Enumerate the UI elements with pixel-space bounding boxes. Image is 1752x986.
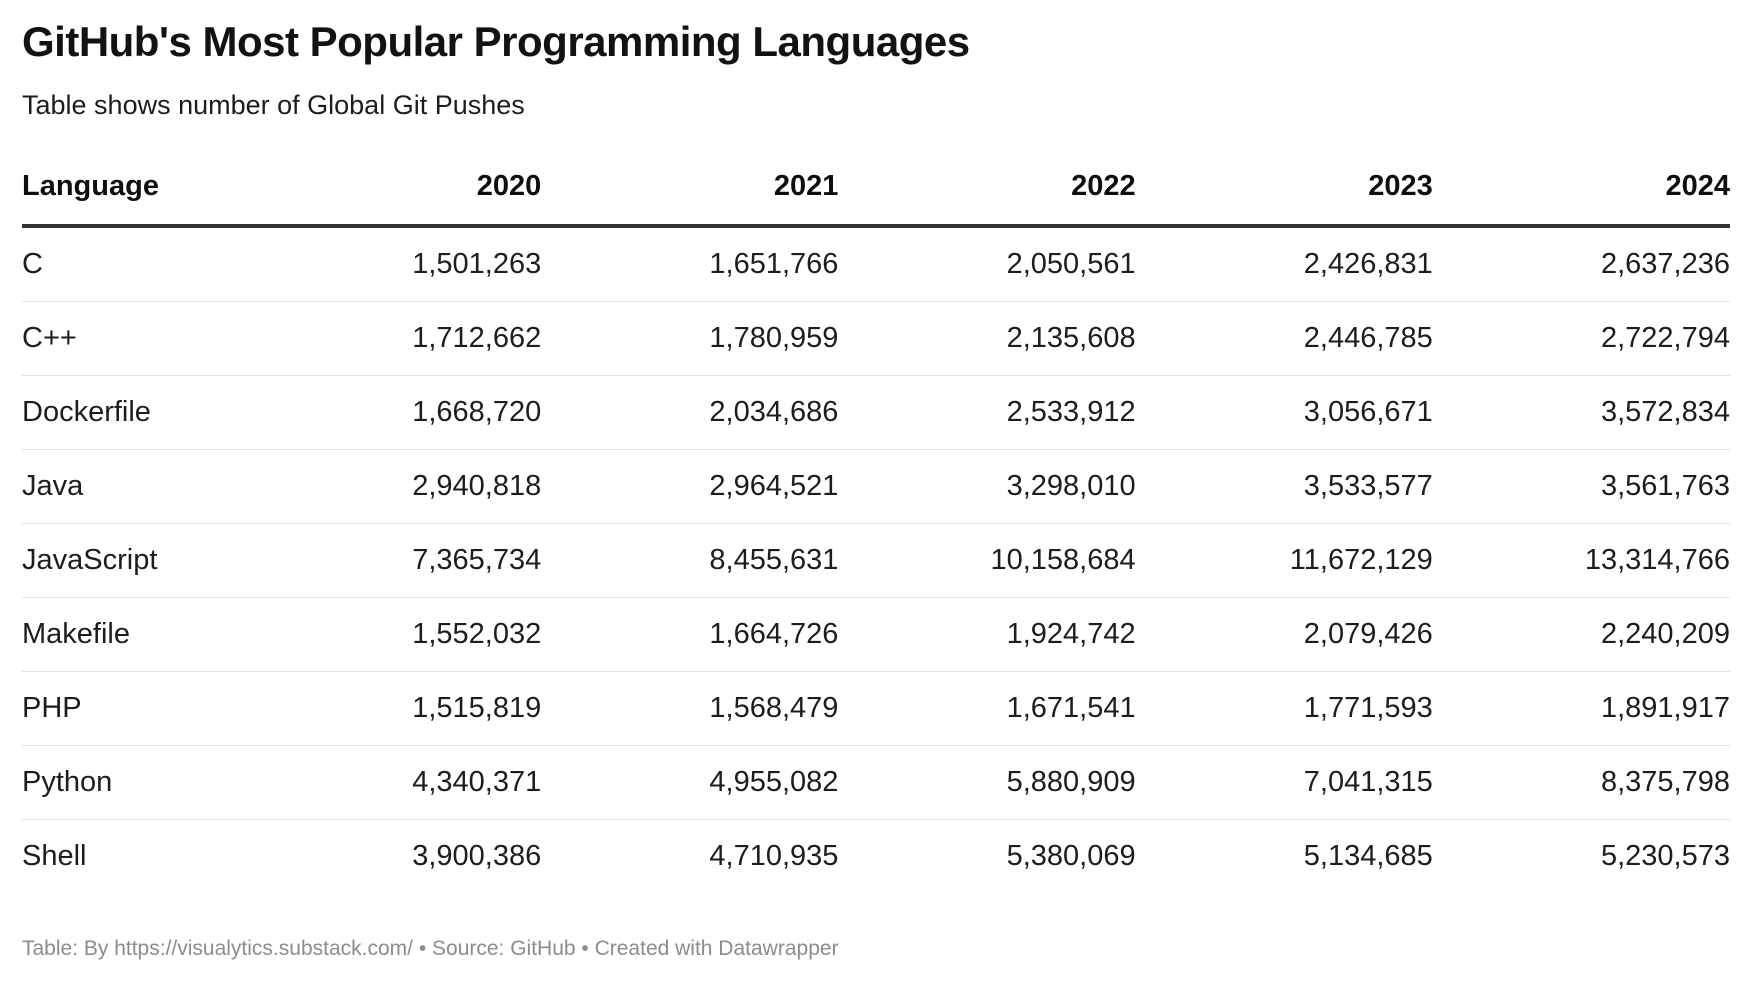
value-cell-2020: 1,552,032	[244, 597, 542, 673]
value-cell-2024: 1,891,917	[1432, 671, 1730, 747]
value-cell-2020: 1,712,662	[244, 301, 542, 377]
value-cell-2022: 2,135,608	[838, 301, 1136, 377]
language-cell: C	[22, 226, 245, 303]
table-row-php: PHP 1,515,819 1,568,479 1,671,541 1,771,…	[22, 671, 1730, 747]
language-cell: PHP	[22, 671, 245, 747]
value-cell-2024: 5,230,573	[1600, 839, 1730, 872]
value-cell-2024: 2,722,794	[1432, 301, 1730, 377]
page-title: GitHub's Most Popular Programming Langua…	[22, 18, 970, 65]
value-cell-2020: 1,501,263	[244, 226, 542, 303]
value-cell-2023: 2,079,426	[1135, 597, 1433, 673]
value-cell-2022: 2,533,912	[838, 375, 1136, 451]
value-cell-2022: 1,671,541	[838, 671, 1136, 747]
value-cell-2020: 3,900,386	[412, 839, 542, 872]
language-cell: Python	[22, 745, 245, 821]
language-cell: Makefile	[22, 597, 245, 673]
value-cell-2022: 10,158,684	[838, 523, 1136, 599]
value-cell-2021: 1,568,479	[541, 671, 839, 747]
language-cell: Shell	[22, 839, 87, 872]
attribution-footer: Table: By https://visualytics.substack.c…	[22, 937, 839, 961]
language-cell: Dockerfile	[22, 375, 245, 451]
value-cell-2024: 8,375,798	[1432, 745, 1730, 821]
table-row-java: Java 2,940,818 2,964,521 3,298,010 3,533…	[22, 449, 1730, 525]
page-subtitle: Table shows number of Global Git Pushes	[22, 90, 525, 121]
value-cell-2023: 3,533,577	[1135, 449, 1433, 525]
value-cell-2020: 7,365,734	[244, 523, 542, 599]
column-header-2022: 2022	[838, 147, 1136, 229]
value-cell-2022: 3,298,010	[838, 449, 1136, 525]
value-cell-2021: 2,034,686	[541, 375, 839, 451]
value-cell-2021: 2,964,521	[541, 449, 839, 525]
value-cell-2023: 11,672,129	[1135, 523, 1433, 599]
value-cell-2022: 5,380,069	[1006, 839, 1136, 872]
language-cell: JavaScript	[22, 523, 245, 599]
value-cell-2021: 8,455,631	[541, 523, 839, 599]
value-cell-2020: 1,515,819	[244, 671, 542, 747]
value-cell-2023: 7,041,315	[1135, 745, 1433, 821]
table-header-row: Language 2020 2021 2022 2023 2024	[22, 147, 1730, 229]
table-body: C 1,501,263 1,651,766 2,050,561 2,426,83…	[22, 226, 1730, 893]
table-row-shell: Shell 3,900,386 4,710,935 5,380,069 5,13…	[22, 820, 1730, 894]
value-cell-2021: 4,710,935	[709, 839, 839, 872]
value-cell-2023: 3,056,671	[1135, 375, 1433, 451]
value-cell-2021: 4,955,082	[541, 745, 839, 821]
value-cell-2022: 5,880,909	[838, 745, 1136, 821]
value-cell-2024: 3,572,834	[1432, 375, 1730, 451]
value-cell-2024: 13,314,766	[1432, 523, 1730, 599]
column-header-language: Language	[22, 147, 245, 229]
table-row-javascript: JavaScript 7,365,734 8,455,631 10,158,68…	[22, 523, 1730, 599]
column-header-2021: 2021	[541, 147, 839, 229]
value-cell-2022: 2,050,561	[838, 226, 1136, 303]
value-cell-2023: 1,771,593	[1135, 671, 1433, 747]
value-cell-2024: 3,561,763	[1432, 449, 1730, 525]
table-row-dockerfile: Dockerfile 1,668,720 2,034,686 2,533,912…	[22, 375, 1730, 451]
git-pushes-table: Language 2020 2021 2022 2023 2024 C 1,50…	[22, 147, 1730, 893]
column-header-2023: 2023	[1135, 147, 1433, 229]
table-row-python: Python 4,340,371 4,955,082 5,880,909 7,0…	[22, 745, 1730, 821]
table-row-makefile: Makefile 1,552,032 1,664,726 1,924,742 2…	[22, 597, 1730, 673]
language-cell: C++	[22, 301, 245, 377]
value-cell-2022: 1,924,742	[838, 597, 1136, 673]
value-cell-2020: 2,940,818	[244, 449, 542, 525]
value-cell-2023: 2,446,785	[1135, 301, 1433, 377]
value-cell-2021: 1,651,766	[541, 226, 839, 303]
value-cell-2023: 2,426,831	[1135, 226, 1433, 303]
table-row-c: C 1,501,263 1,651,766 2,050,561 2,426,83…	[22, 226, 1730, 303]
value-cell-2020: 1,668,720	[244, 375, 542, 451]
value-cell-2020: 4,340,371	[244, 745, 542, 821]
value-cell-2021: 1,664,726	[541, 597, 839, 673]
value-cell-2024: 2,637,236	[1432, 226, 1730, 303]
table-row-cpp: C++ 1,712,662 1,780,959 2,135,608 2,446,…	[22, 301, 1730, 377]
column-header-2024: 2024	[1432, 147, 1730, 229]
table-header: Language 2020 2021 2022 2023 2024	[22, 147, 1730, 229]
value-cell-2021: 1,780,959	[541, 301, 839, 377]
value-cell-2023: 5,134,685	[1303, 839, 1433, 872]
language-cell: Java	[22, 449, 245, 525]
column-header-2020: 2020	[244, 147, 542, 229]
value-cell-2024: 2,240,209	[1432, 597, 1730, 673]
